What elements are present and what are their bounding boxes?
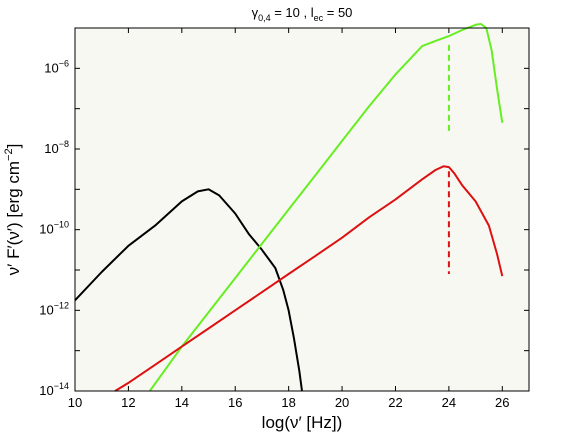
y-axis-label-end: ] <box>4 144 23 149</box>
x-tick-label: 18 <box>281 395 295 410</box>
y-axis: 10−14 10−12 10−10 10−8 10−6 <box>39 27 529 398</box>
x-tick-label: 10 <box>68 395 82 410</box>
y-tick-label: 10−8 <box>44 139 69 156</box>
y-tick-label: 10−6 <box>44 58 69 75</box>
chart-title: γ0,4 = 10 , lec = 50 <box>252 5 353 23</box>
y-axis-label: ν′ F′(ν′) [erg cm−2] <box>3 144 23 276</box>
series-line-3 <box>114 165 504 392</box>
series-line-1 <box>74 188 303 392</box>
plot-frame <box>74 27 530 392</box>
x-tick-label: 16 <box>228 395 242 410</box>
title-symbol-subscript: 0,4 <box>258 13 271 23</box>
series-layer <box>74 23 504 392</box>
x-tick-label: 12 <box>121 395 135 410</box>
x-tick-label: 26 <box>495 395 509 410</box>
x-tick-label: 14 <box>175 395 189 410</box>
x-tick-label: 20 <box>335 395 349 410</box>
y-axis-label-main: ν′ F′(ν′) [erg cm <box>4 161 23 275</box>
x-tick-label: 24 <box>442 395 456 410</box>
title-symbol: γ <box>252 5 259 20</box>
title-end: = 50 <box>323 5 352 20</box>
y-tick-label: 10−14 <box>39 381 69 398</box>
title-l-subscript: ec <box>314 13 324 23</box>
y-axis-label-superscript: −2 <box>3 148 15 161</box>
x-axis-label: log(ν′ [Hz]) <box>262 413 343 432</box>
x-axis: 10 12 14 16 18 20 22 24 26 <box>68 28 510 410</box>
y-tick-label: 10−12 <box>39 300 69 317</box>
x-tick-label: 22 <box>388 395 402 410</box>
series-line-2 <box>148 23 504 392</box>
y-tick-label: 10−10 <box>39 220 69 237</box>
plot-area <box>75 28 529 391</box>
title-middle: = 10 , l <box>271 5 314 20</box>
